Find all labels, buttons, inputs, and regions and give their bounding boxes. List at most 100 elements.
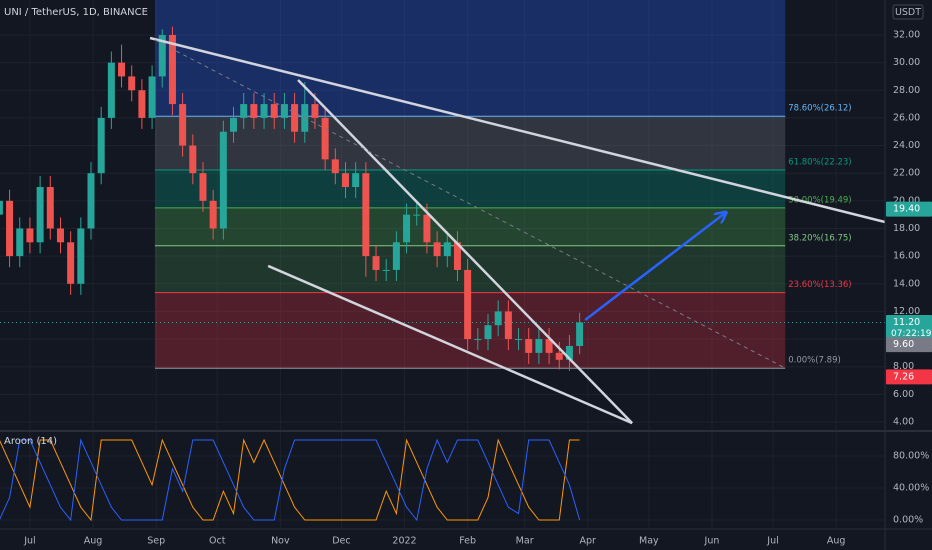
fib-label: 61.80%(22.23) [788, 158, 851, 168]
y-tick-label: 0.00% [893, 515, 923, 526]
x-tick-label: Oct [209, 536, 226, 547]
trend-line [267, 264, 633, 425]
price-badge [886, 337, 932, 353]
y-tick-label: 40.00% [893, 483, 929, 494]
candle-body [352, 173, 360, 188]
candle-body [270, 104, 278, 118]
y-tick-label: 28.00 [893, 85, 920, 96]
price-badge-label: 19.40 [893, 204, 920, 215]
trend-line [154, 39, 786, 369]
candle-body [565, 345, 573, 360]
fib-label: 0.00%(7.89) [788, 356, 841, 366]
candle-body [311, 104, 319, 118]
candle-body [504, 311, 512, 340]
x-tick-label: Jun [704, 536, 720, 547]
candle-body [67, 242, 75, 284]
candle-body [16, 228, 24, 257]
candle-body [453, 242, 461, 270]
candle-body [250, 104, 258, 118]
x-tick-label: Nov [271, 536, 290, 547]
arrow [584, 213, 725, 321]
price-badge-time: 07:22:19 [891, 329, 932, 339]
y-tick-label: 26.00 [893, 112, 920, 123]
candle-body [291, 104, 299, 132]
x-tick-label: Feb [459, 536, 476, 547]
y-tick-label: 12.00 [893, 306, 920, 317]
fib-band [154, 0, 786, 117]
candle-body [148, 76, 156, 118]
candle-body [26, 228, 34, 243]
candle-body [423, 214, 431, 243]
candle-body [97, 117, 105, 174]
y-tick-label: 32.00 [893, 29, 920, 40]
candle-body [199, 173, 207, 201]
candle-body [189, 145, 197, 174]
y-tick-label: 24.00 [893, 140, 920, 151]
candle-body [515, 339, 523, 341]
candle-body [535, 339, 543, 353]
candle-body [525, 339, 533, 353]
y-tick-label: 18.00 [893, 223, 920, 234]
currency-box[interactable] [892, 4, 924, 20]
aroon-line [0, 438, 581, 522]
y-tick-label: 16.00 [893, 251, 920, 262]
chart-title: UNI / TetherUS, 1D, BINANCE [4, 7, 148, 18]
candle-body [392, 242, 400, 270]
x-tick-label: Jul [766, 536, 778, 547]
y-tick-label: 14.00 [893, 278, 920, 289]
candle-body [464, 269, 472, 340]
candle-body [138, 90, 146, 118]
y-tick-label: 4.00 [893, 416, 914, 427]
price-badge [886, 369, 932, 385]
candle-body [413, 214, 421, 216]
candle-body [545, 339, 553, 353]
fib-band [154, 170, 786, 208]
x-tick-label: May [639, 536, 659, 547]
x-tick-label: Aug [84, 536, 103, 547]
candle-body [128, 76, 136, 91]
y-tick-label: 30.00 [893, 57, 920, 68]
candle-body [443, 242, 451, 257]
candle-body [433, 242, 441, 257]
indicator-title: Aroon (14) [4, 436, 57, 447]
candle-body [321, 117, 329, 160]
candle-body [179, 104, 187, 146]
candle-body [494, 311, 502, 326]
candle-body [46, 187, 54, 229]
candle-body [372, 256, 380, 270]
candle-body [403, 214, 411, 243]
candle-body [474, 339, 482, 341]
candle-body [158, 34, 166, 77]
candle-body [118, 62, 126, 77]
fib-label: 23.60%(13.36) [788, 280, 851, 290]
x-tick-label: Jul [23, 536, 35, 547]
fib-band [154, 207, 786, 246]
candle-body [280, 104, 288, 118]
candle-body [6, 200, 14, 257]
y-tick-label: 20.00 [893, 195, 920, 206]
fib-band [154, 116, 786, 171]
fib-label: 38.20%(16.75) [788, 233, 851, 243]
price-badge [886, 314, 932, 341]
fib-label: 78.60%(26.12) [788, 104, 851, 114]
candle-body [107, 62, 115, 118]
candle-body [77, 228, 85, 284]
trend-line [297, 79, 634, 424]
x-tick-label: Aug [827, 536, 846, 547]
price-badge-label: 7.26 [893, 371, 914, 382]
candle-body [219, 131, 227, 229]
fib-label: 50.00%(19.49) [788, 195, 851, 205]
candle-body [341, 173, 349, 188]
trend-line [149, 36, 886, 224]
price-badge [886, 201, 932, 217]
y-tick-label: 22.00 [893, 168, 920, 179]
y-tick-label: 6.00 [893, 389, 914, 400]
candle-body [260, 104, 268, 118]
y-tick-label: 8.00 [893, 361, 914, 372]
candle-body [0, 200, 3, 215]
price-badge-label: 9.60 [893, 339, 914, 350]
x-tick-label: Dec [332, 536, 350, 547]
candle-body [484, 325, 492, 340]
price-badge-label: 11.20 [893, 317, 920, 328]
